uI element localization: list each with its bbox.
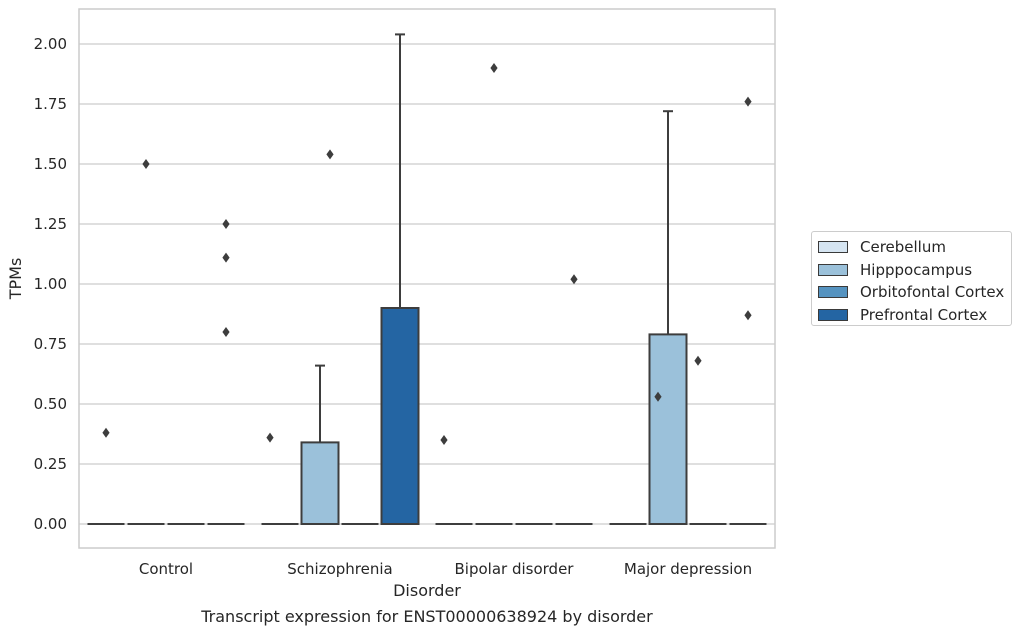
outlier-schizophrenia [326,149,334,160]
legend-item-prefrontal-cortex: Prefrontal Cortex [818,304,1011,327]
legend-swatch-orbitofrontal-cortex [818,286,848,299]
y-tick-label: 1.50 [34,155,67,173]
legend-label: Hipppocampus [860,260,973,279]
outlier-schizophrenia [266,432,274,443]
outlier-prefrontal-cortex-control [222,252,230,263]
outlier-prefrontal-cortex-bipolar-disorder [570,274,578,285]
legend-swatch-cerebellum [818,241,848,254]
y-tick-label: 0.00 [34,515,67,533]
x-tick-label-schizophrenia: Schizophrenia [287,560,392,578]
outlier-bipolar-disorder [440,435,448,445]
legend-label: Prefrontal Cortex [860,305,988,324]
y-tick-label: 0.75 [34,335,67,353]
legend-label: Cerebellum [860,238,946,257]
box-hipppocampus-schizophrenia [300,441,340,525]
chart-caption: Transcript expression for ENST0000063892… [200,607,653,626]
x-tick-label-major-depression: Major depression [624,560,752,578]
outlier-cerebellum-control [102,427,110,438]
y-axis-label: TPMs [6,258,25,301]
x-axis-label: Disorder [393,581,461,600]
x-tick-label-control: Control [139,560,193,578]
outlier-hipppocampus-control [142,159,150,169]
chart-legend: Cerebellum Hipppocampus Orbitofontal Cor… [811,231,1012,326]
y-tick-label: 1.00 [34,275,67,293]
outlier-prefrontal-cortex-major-depression [744,96,752,107]
outlier-major-depression [654,391,662,402]
legend-item-orbitofrontal-cortex: Orbitofontal Cortex [818,281,1011,304]
legend-label: Orbitofontal Cortex [860,283,1005,302]
legend-swatch-prefrontal-cortex [818,308,848,321]
legend-item-hippocampus: Hipppocampus [818,259,1011,282]
box-hipppocampus-major-depression [648,333,688,525]
legend-item-cerebellum: Cerebellum [818,236,1011,259]
outlier-prefrontal-cortex-major-depression [744,310,752,321]
outlier-prefrontal-cortex-control [222,327,230,337]
y-tick-label: 1.25 [34,215,67,233]
outlier-prefrontal-cortex-control [222,219,230,229]
x-tick-label-bipolar-disorder: Bipolar disorder [455,560,575,578]
y-tick-label: 0.50 [34,395,67,413]
outlier-hipppocampus-bipolar-disorder [490,63,498,73]
legend-swatch-hippocampus [818,263,848,276]
y-tick-label: 0.25 [34,455,67,473]
box-prefrontal-cortex-schizophrenia [380,307,420,525]
y-tick-label: 2.00 [34,35,67,53]
y-tick-label: 1.75 [34,95,67,113]
outlier-major-depression [694,355,702,366]
